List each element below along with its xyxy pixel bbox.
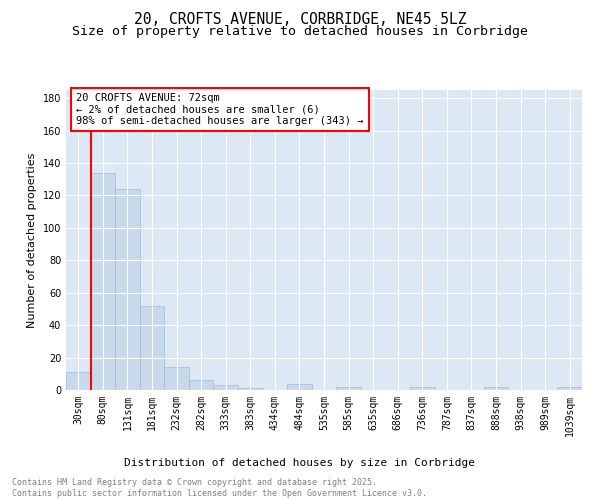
- Text: Size of property relative to detached houses in Corbridge: Size of property relative to detached ho…: [72, 25, 528, 38]
- Bar: [140, 306, 164, 390]
- Bar: [238, 388, 263, 390]
- Bar: [336, 387, 361, 390]
- Bar: [164, 368, 189, 390]
- Bar: [66, 372, 91, 390]
- Text: Contains HM Land Registry data © Crown copyright and database right 2025.
Contai: Contains HM Land Registry data © Crown c…: [12, 478, 427, 498]
- Bar: [557, 387, 582, 390]
- Bar: [189, 380, 214, 390]
- Bar: [115, 189, 140, 390]
- Bar: [484, 387, 508, 390]
- Bar: [214, 385, 238, 390]
- Text: Distribution of detached houses by size in Corbridge: Distribution of detached houses by size …: [125, 458, 476, 468]
- Bar: [287, 384, 312, 390]
- Text: 20, CROFTS AVENUE, CORBRIDGE, NE45 5LZ: 20, CROFTS AVENUE, CORBRIDGE, NE45 5LZ: [134, 12, 466, 28]
- Bar: [91, 172, 115, 390]
- Bar: [410, 387, 434, 390]
- Y-axis label: Number of detached properties: Number of detached properties: [27, 152, 37, 328]
- Text: 20 CROFTS AVENUE: 72sqm
← 2% of detached houses are smaller (6)
98% of semi-deta: 20 CROFTS AVENUE: 72sqm ← 2% of detached…: [76, 93, 364, 126]
